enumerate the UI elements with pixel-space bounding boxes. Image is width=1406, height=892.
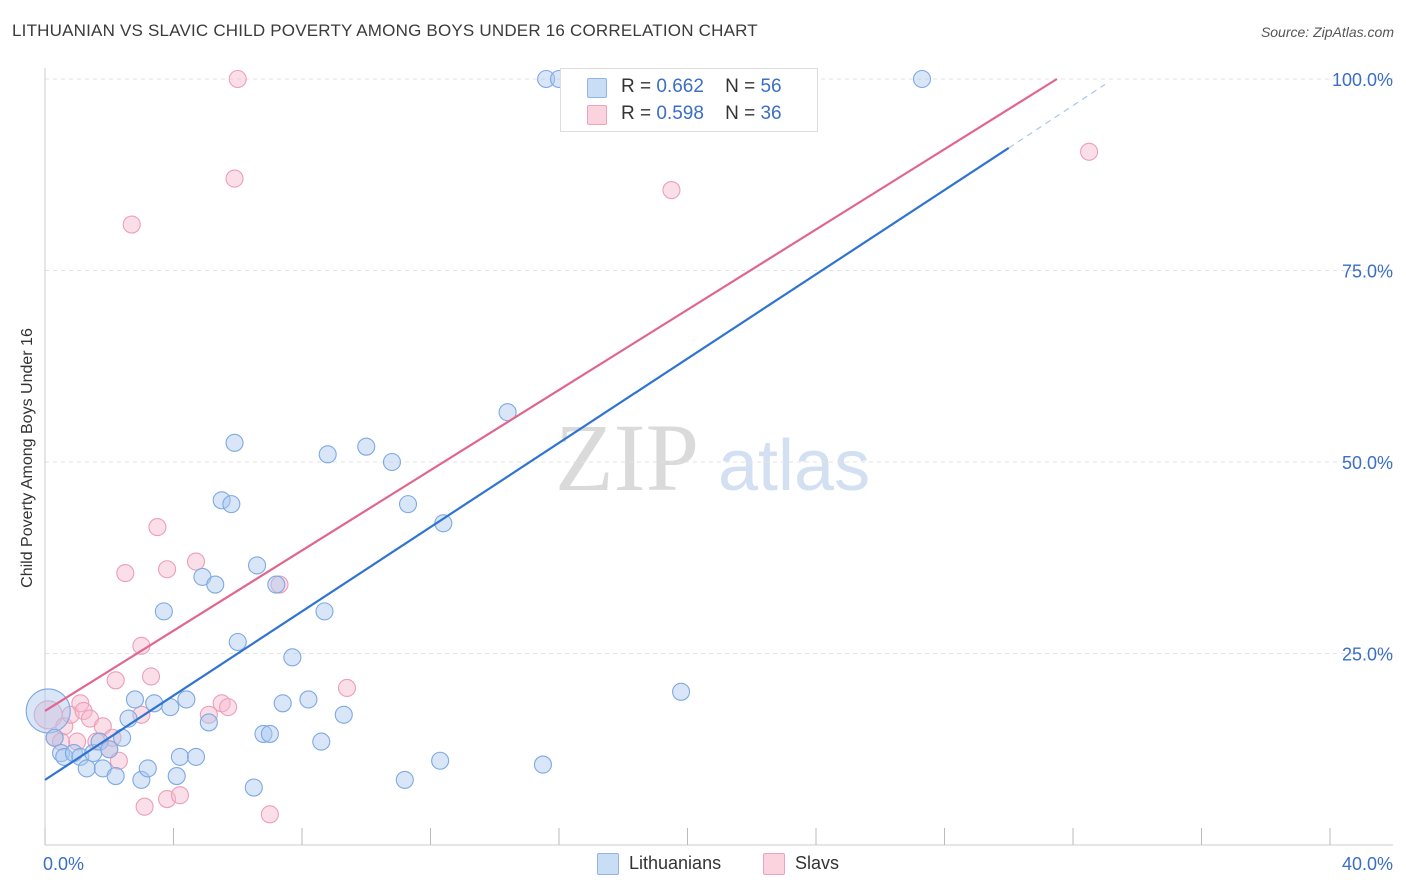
lithuanian-point [25,688,71,734]
chart-title: LITHUANIAN VS SLAVIC CHILD POVERTY AMONG… [12,21,758,40]
r-value: 0.598 [656,103,704,124]
y-tick-label: 25.0% [1342,645,1393,665]
slav-point [219,698,238,717]
lithuanian-point [267,575,286,594]
lithuanian-point [222,495,241,514]
bottom-legend-swatch-blue [597,853,619,875]
slav-point [260,805,279,824]
slav-point [662,181,681,200]
n-value: 56 [760,76,782,97]
slav-point [337,678,357,698]
lithuanian-point [132,770,151,789]
lithuanian-point [154,602,173,621]
slav-point [122,215,141,234]
lithuanian-point [45,728,64,747]
lithuanian-point [498,403,517,422]
lithuanian-point [395,770,414,789]
slav-point [106,671,125,690]
slav-point [1080,142,1099,161]
lithuanian-point [537,69,556,89]
lithuanian-point [299,690,318,709]
y-tick-label: 75.0% [1342,262,1393,282]
lithuanian-point [186,747,206,766]
watermark-atlas: atlas [718,426,870,506]
lithuanian-point [138,759,157,778]
n-value: 36 [760,103,782,124]
lithuanian-point [315,602,334,621]
lithuanian-point [398,495,418,514]
lithuanian-point [225,433,244,452]
lithuanian-point [533,755,552,774]
lithuanian-point [125,690,144,709]
x-tick-label: 40.0% [1342,854,1393,874]
points-layer [25,69,1099,824]
lithuanian-point [212,491,231,510]
lithuanian-point [199,713,218,732]
slav-point [225,169,244,188]
lithuanian-point [177,690,196,709]
y-tick-label: 100.0% [1332,70,1393,90]
n-label: N = [725,103,756,124]
slav-point [170,786,189,805]
lithuanian-point [77,759,96,778]
slav-point [158,560,177,579]
lithuanian-point [318,445,337,464]
lithuanian-point [206,575,225,594]
legend-text: R = 0.662 N = 56 [621,76,782,98]
lithuanian-point [334,705,353,724]
lithuanian-point [244,778,263,797]
lithuanian-point [247,556,267,575]
slav-point [199,705,218,724]
bottom-legend-swatch-pink [763,853,785,875]
slav-point [148,518,167,537]
bottom-legend-label: Slavs [795,853,840,873]
correlation-legend: R = 0.662 N = 56 R = 0.598 N = 36 [560,68,818,132]
lithuanian-point [912,69,932,89]
axis-layer [44,68,1393,846]
lithuanians-trend-extension [1008,83,1106,149]
lithuanian-point [672,682,691,701]
r-value: 0.662 [656,76,704,97]
lithuanian-point [283,648,302,667]
slav-point [116,564,135,583]
lithuanian-point [228,632,247,652]
x-tick-label: 0.0% [43,854,84,874]
lithuanian-point [431,751,450,770]
lithuanian-point [106,767,125,786]
n-label: N = [725,76,756,97]
slav-point [186,552,206,571]
legend-swatch-pink [587,105,607,125]
y-tick-label: 50.0% [1342,453,1393,473]
slav-point [68,732,87,751]
trend-layer [44,78,1106,781]
legend-text: R = 0.598 N = 36 [621,103,782,125]
lithuanian-point [382,452,402,472]
slav-point [141,667,161,686]
lithuanian-point [55,747,74,766]
slav-point [228,69,247,89]
lithuanian-point [113,728,132,747]
tick-label-layer: 25.0% 50.0% 75.0% 100.0% 0.0% 40.0% [43,70,1393,874]
lithuanian-point [100,740,119,759]
r-label: R = [621,76,652,97]
lithuanian-point [254,724,273,743]
grid-layer [45,78,1393,654]
slav-point [135,797,154,816]
r-label: R = [621,103,652,124]
source-label: Source: ZipAtlas.com [1260,24,1394,40]
slavs-trend-line [44,78,1058,712]
lithuanian-point [273,694,292,713]
lithuanians-trend-line [44,147,1010,781]
lithuanian-point [167,767,186,786]
bottom-legend-label: Lithuanians [629,853,722,873]
legend-swatch-blue [587,78,607,98]
lithuanian-point [357,437,376,456]
lithuanian-point [170,747,189,766]
lithuanian-point [260,724,279,743]
watermark-zip: ZIP [555,404,699,511]
slav-point [74,701,93,721]
lithuanian-point [312,732,331,751]
